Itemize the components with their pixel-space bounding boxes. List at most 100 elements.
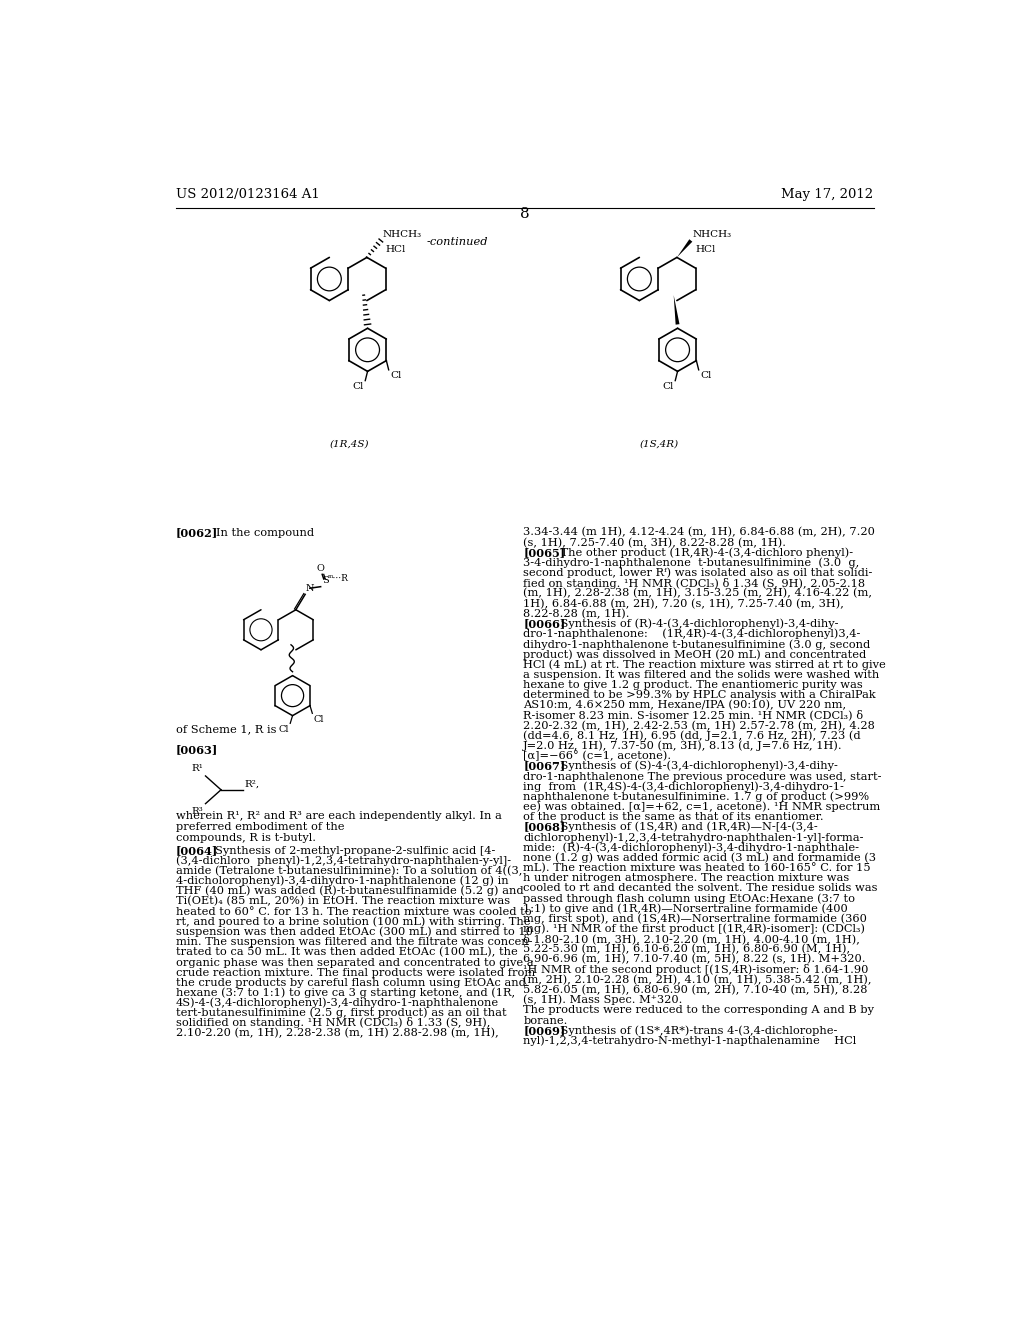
Text: HCl (4 mL) at rt. The reaction mixture was stirred at rt to give: HCl (4 mL) at rt. The reaction mixture w… bbox=[523, 659, 886, 669]
Text: hexane (3:7 to 1:1) to give ca 3 g starting ketone, and (1R,: hexane (3:7 to 1:1) to give ca 3 g start… bbox=[176, 987, 515, 998]
Text: heated to 60° C. for 13 h. The reaction mixture was cooled to: heated to 60° C. for 13 h. The reaction … bbox=[176, 907, 531, 916]
Text: Ti(OEt)₄ (85 mL, 20%) in EtOH. The reaction mixture was: Ti(OEt)₄ (85 mL, 20%) in EtOH. The react… bbox=[176, 896, 510, 907]
Text: 8: 8 bbox=[520, 207, 529, 222]
Text: Cl: Cl bbox=[352, 383, 364, 391]
Text: [0063]: [0063] bbox=[176, 744, 218, 755]
Text: HCl: HCl bbox=[385, 246, 406, 255]
Text: determined to be >99.3% by HPLC analysis with a ChiralPak: determined to be >99.3% by HPLC analysis… bbox=[523, 690, 876, 701]
Text: Cl: Cl bbox=[314, 715, 325, 723]
Text: trated to ca 50 mL. It was then added EtOAc (100 mL), the: trated to ca 50 mL. It was then added Et… bbox=[176, 946, 518, 957]
Text: h under nitrogen atmosphere. The reaction mixture was: h under nitrogen atmosphere. The reactio… bbox=[523, 874, 850, 883]
Text: [0068]: [0068] bbox=[523, 821, 565, 833]
Text: crude reaction mixture. The final products were isolated from: crude reaction mixture. The final produc… bbox=[176, 968, 536, 978]
Polygon shape bbox=[674, 296, 680, 325]
Text: solidified on standing. ¹H NMR (CDCl₃) δ 1.33 (S, 9H),: solidified on standing. ¹H NMR (CDCl₃) δ… bbox=[176, 1018, 490, 1028]
Text: dro-1-naphthalenone:    (1R,4R)-4-(3,4-dichlorophenyl)3,4-: dro-1-naphthalenone: (1R,4R)-4-(3,4-dich… bbox=[523, 628, 860, 639]
Text: mL). The reaction mixture was heated to 160-165° C. for 15: mL). The reaction mixture was heated to … bbox=[523, 862, 870, 873]
Text: (3,4-dichloro  phenyl)-1,2,3,4-tetrahydro-naphthalen-y-yl]-: (3,4-dichloro phenyl)-1,2,3,4-tetrahydro… bbox=[176, 855, 511, 866]
Text: (m, 2H), 2.10-2.28 (m, 2H), 4.10 (m, 1H), 5.38-5.42 (m, 1H),: (m, 2H), 2.10-2.28 (m, 2H), 4.10 (m, 1H)… bbox=[523, 974, 871, 985]
Text: dichlorophenyl)-1,2,3,4-tetrahydro-naphthalen-1-yl]-forma-: dichlorophenyl)-1,2,3,4-tetrahydro-napht… bbox=[523, 832, 864, 842]
Text: of the product is the same as that of its enantiomer.: of the product is the same as that of it… bbox=[523, 812, 824, 822]
Text: Cl: Cl bbox=[700, 371, 712, 380]
Text: Synthesis of (S)-4-(3,4-dichlorophenyl)-3,4-dihy-: Synthesis of (S)-4-(3,4-dichlorophenyl)-… bbox=[546, 760, 838, 771]
Text: -continued: -continued bbox=[426, 236, 487, 247]
Text: (1R,4S): (1R,4S) bbox=[329, 440, 369, 449]
Text: 1H), 6.84-6.88 (m, 2H), 7.20 (s, 1H), 7.25-7.40 (m, 3H),: 1H), 6.84-6.88 (m, 2H), 7.20 (s, 1H), 7.… bbox=[523, 598, 844, 609]
Text: [0066]: [0066] bbox=[523, 618, 565, 630]
Text: S: S bbox=[323, 576, 329, 585]
Polygon shape bbox=[677, 239, 692, 257]
Text: THF (40 mL) was added (R)-t-butanesulfinamide (5.2 g) and: THF (40 mL) was added (R)-t-butanesulfin… bbox=[176, 886, 523, 896]
Text: ing  from  (1R,4S)-4-(3,4-dichlorophenyl)-3,4-dihydro-1-: ing from (1R,4S)-4-(3,4-dichlorophenyl)-… bbox=[523, 781, 844, 792]
Text: [0069]: [0069] bbox=[523, 1024, 565, 1036]
Text: a suspension. It was filtered and the solids were washed with: a suspension. It was filtered and the so… bbox=[523, 671, 880, 680]
Text: nyl)-1,2,3,4-tetrahydro-N-methyl-1-napthalenamine    HCl: nyl)-1,2,3,4-tetrahydro-N-methyl-1-napth… bbox=[523, 1035, 856, 1045]
Text: ¹H NMR of the second product [(1S,4R)-isomer: δ 1.64-1.90: ¹H NMR of the second product [(1S,4R)-is… bbox=[523, 964, 868, 974]
Text: tert-butanesulfinimine (2.5 g, first product) as an oil that: tert-butanesulfinimine (2.5 g, first pro… bbox=[176, 1007, 507, 1018]
Text: 6.90-6.96 (m, 1H), 7.10-7.40 (m, 5H), 8.22 (s, 1H). M+320.: 6.90-6.96 (m, 1H), 7.10-7.40 (m, 5H), 8.… bbox=[523, 954, 865, 965]
Text: compounds, R is t-butyl.: compounds, R is t-butyl. bbox=[176, 833, 316, 842]
Text: Cl: Cl bbox=[663, 383, 674, 391]
Text: 2.10-2.20 (m, 1H), 2.28-2.38 (m, 1H) 2.88-2.98 (m, 1H),: 2.10-2.20 (m, 1H), 2.28-2.38 (m, 1H) 2.8… bbox=[176, 1028, 499, 1039]
Text: dihydro-1-naphthalenone t-butanesulfinimine (3.0 g, second: dihydro-1-naphthalenone t-butanesulfinim… bbox=[523, 639, 870, 649]
Text: 3-4-dihydro-1-naphthalenone  t-butanesulfinimine  (3.0  g,: 3-4-dihydro-1-naphthalenone t-butanesulf… bbox=[523, 557, 859, 568]
Text: R²,: R², bbox=[245, 779, 259, 788]
Text: dro-1-naphthalenone The previous procedure was used, start-: dro-1-naphthalenone The previous procedu… bbox=[523, 772, 882, 781]
Text: [0062]: [0062] bbox=[176, 527, 218, 537]
Text: (dd=4.6, 8.1 Hz, 1H), 6.95 (dd, J=2.1, 7.6 Hz, 2H), 7.23 (d: (dd=4.6, 8.1 Hz, 1H), 6.95 (dd, J=2.1, 7… bbox=[523, 730, 861, 741]
Text: US 2012/0123164 A1: US 2012/0123164 A1 bbox=[176, 189, 319, 202]
Text: N: N bbox=[306, 583, 314, 593]
Text: The products were reduced to the corresponding A and B by: The products were reduced to the corresp… bbox=[523, 1006, 874, 1015]
Text: passed through flash column using EtOAc:Hexane (3:7 to: passed through flash column using EtOAc:… bbox=[523, 894, 855, 904]
Text: cooled to rt and decanted the solvent. The residue solids was: cooled to rt and decanted the solvent. T… bbox=[523, 883, 878, 894]
Text: HCl: HCl bbox=[695, 246, 716, 255]
Text: [α]=−66° (c=1, acetone).: [α]=−66° (c=1, acetone). bbox=[523, 751, 672, 762]
Text: NHCH₃: NHCH₃ bbox=[382, 230, 422, 239]
Text: product) was dissolved in MeOH (20 mL) and concentrated: product) was dissolved in MeOH (20 mL) a… bbox=[523, 649, 866, 660]
Text: (1S,4R): (1S,4R) bbox=[639, 440, 679, 449]
Text: rt, and poured to a brine solution (100 mL) with stirring. The: rt, and poured to a brine solution (100 … bbox=[176, 916, 530, 927]
Text: AS10:m, 4.6×250 mm, Hexane/IPA (90:10), UV 220 nm,: AS10:m, 4.6×250 mm, Hexane/IPA (90:10), … bbox=[523, 700, 847, 710]
Text: Cl: Cl bbox=[279, 725, 289, 734]
Text: none (1.2 g) was added formic acid (3 mL) and formamide (3: none (1.2 g) was added formic acid (3 mL… bbox=[523, 853, 877, 863]
Text: of Scheme 1, R is: of Scheme 1, R is bbox=[176, 725, 276, 734]
Text: naphthalenone t-butanesulfinimine. 1.7 g of product (>99%: naphthalenone t-butanesulfinimine. 1.7 g… bbox=[523, 792, 869, 803]
Text: 2.20-2.32 (m, 1H), 2.42-2.53 (m, 1H) 2.57-2.78 (m, 2H), 4.28: 2.20-2.32 (m, 1H), 2.42-2.53 (m, 1H) 2.5… bbox=[523, 721, 876, 731]
Text: preferred embodiment of the: preferred embodiment of the bbox=[176, 822, 344, 832]
Text: May 17, 2012: May 17, 2012 bbox=[781, 189, 873, 202]
Text: second product, lower Rᶠ) was isolated also as oil that solidi-: second product, lower Rᶠ) was isolated a… bbox=[523, 568, 872, 578]
Text: borane.: borane. bbox=[523, 1015, 567, 1026]
Text: Synthesis of (R)-4-(3,4-dichlorophenyl)-3,4-dihy-: Synthesis of (R)-4-(3,4-dichlorophenyl)-… bbox=[546, 619, 838, 630]
Text: wherein R¹, R² and R³ are each independently alkyl. In a: wherein R¹, R² and R³ are each independe… bbox=[176, 810, 502, 821]
Text: [0067]: [0067] bbox=[523, 760, 565, 771]
Text: NHCH₃: NHCH₃ bbox=[692, 230, 731, 239]
Text: (s, 1H), 7.25-7.40 (m, 3H), 8.22-8.28 (m, 1H).: (s, 1H), 7.25-7.40 (m, 3H), 8.22-8.28 (m… bbox=[523, 537, 786, 548]
Text: δ 1.80-2.10 (m, 3H), 2.10-2.20 (m, 1H), 4.00-4.10 (m, 1H),: δ 1.80-2.10 (m, 3H), 2.10-2.20 (m, 1H), … bbox=[523, 933, 860, 944]
Text: 4-dicholorophenyl)-3,4-dihydro-1-naphthalenone (12 g) in: 4-dicholorophenyl)-3,4-dihydro-1-naphtha… bbox=[176, 875, 509, 886]
Text: R¹: R¹ bbox=[191, 764, 203, 774]
Text: min. The suspension was filtered and the filtrate was concen-: min. The suspension was filtered and the… bbox=[176, 937, 532, 948]
Text: Synthesis of (1S*,4R*)-trans 4-(3,4-dichlorophe-: Synthesis of (1S*,4R*)-trans 4-(3,4-dich… bbox=[546, 1026, 837, 1036]
Text: (m, 1H), 2.28-2.38 (m, 1H), 3.15-3.25 (m, 2H), 4.16-4.22 (m,: (m, 1H), 2.28-2.38 (m, 1H), 3.15-3.25 (m… bbox=[523, 589, 872, 599]
Text: suspension was then added EtOAc (300 mL) and stirred to 10: suspension was then added EtOAc (300 mL)… bbox=[176, 927, 532, 937]
Text: 1:1) to give and (1R,4R)—Norsertraline formamide (400: 1:1) to give and (1R,4R)—Norsertraline f… bbox=[523, 903, 848, 913]
Text: mg, first spot), and (1S,4R)—Norsertraline formamide (360: mg, first spot), and (1S,4R)—Norsertrali… bbox=[523, 913, 867, 924]
Text: fied on standing. ¹H NMR (CDCl₃) δ 1.34 (S, 9H), 2.05-2.18: fied on standing. ¹H NMR (CDCl₃) δ 1.34 … bbox=[523, 578, 865, 589]
Text: 8.22-8.28 (m, 1H).: 8.22-8.28 (m, 1H). bbox=[523, 609, 630, 619]
Text: Synthesis of (1S,4R) and (1R,4R)—N-[4-(3,4-: Synthesis of (1S,4R) and (1R,4R)—N-[4-(3… bbox=[546, 822, 817, 833]
Text: hexane to give 1.2 g product. The enantiomeric purity was: hexane to give 1.2 g product. The enanti… bbox=[523, 680, 863, 690]
Text: R-isomer 8.23 min. S-isomer 12.25 min. ¹H NMR (CDCl₃) δ: R-isomer 8.23 min. S-isomer 12.25 min. ¹… bbox=[523, 710, 863, 721]
Text: J=2.0 Hz, 1H), 7.37-50 (m, 3H), 8.13 (d, J=7.6 Hz, 1H).: J=2.0 Hz, 1H), 7.37-50 (m, 3H), 8.13 (d,… bbox=[523, 741, 843, 751]
Text: ee) was obtained. [α]=+62, c=1, acetone). ¹H NMR spectrum: ee) was obtained. [α]=+62, c=1, acetone)… bbox=[523, 801, 881, 812]
Text: Cl: Cl bbox=[390, 371, 401, 380]
Text: R³: R³ bbox=[191, 807, 203, 816]
Text: In the compound: In the compound bbox=[216, 528, 314, 537]
Text: (s, 1H). Mass Spec. M⁺320.: (s, 1H). Mass Spec. M⁺320. bbox=[523, 995, 683, 1006]
Text: [0065]: [0065] bbox=[523, 546, 565, 558]
Text: Synthesis of 2-methyl-propane-2-sulfinic acid [4-: Synthesis of 2-methyl-propane-2-sulfinic… bbox=[215, 846, 496, 855]
Text: ᵐ···R: ᵐ···R bbox=[328, 574, 348, 583]
Text: 4S)-4-(3,4-dichlorophenyl)-3,4-dihydro-1-naphthalenone: 4S)-4-(3,4-dichlorophenyl)-3,4-dihydro-1… bbox=[176, 998, 499, 1008]
Text: 5.82-6.05 (m, 1H), 6.80-6.90 (m, 2H), 7.10-40 (m, 5H), 8.28: 5.82-6.05 (m, 1H), 6.80-6.90 (m, 2H), 7.… bbox=[523, 985, 867, 995]
Text: 3.34-3.44 (m 1H), 4.12-4.24 (m, 1H), 6.84-6.88 (m, 2H), 7.20: 3.34-3.44 (m 1H), 4.12-4.24 (m, 1H), 6.8… bbox=[523, 528, 876, 537]
Text: The other product (1R,4R)-4-(3,4-dichloro phenyl)-: The other product (1R,4R)-4-(3,4-dichlor… bbox=[546, 548, 853, 558]
